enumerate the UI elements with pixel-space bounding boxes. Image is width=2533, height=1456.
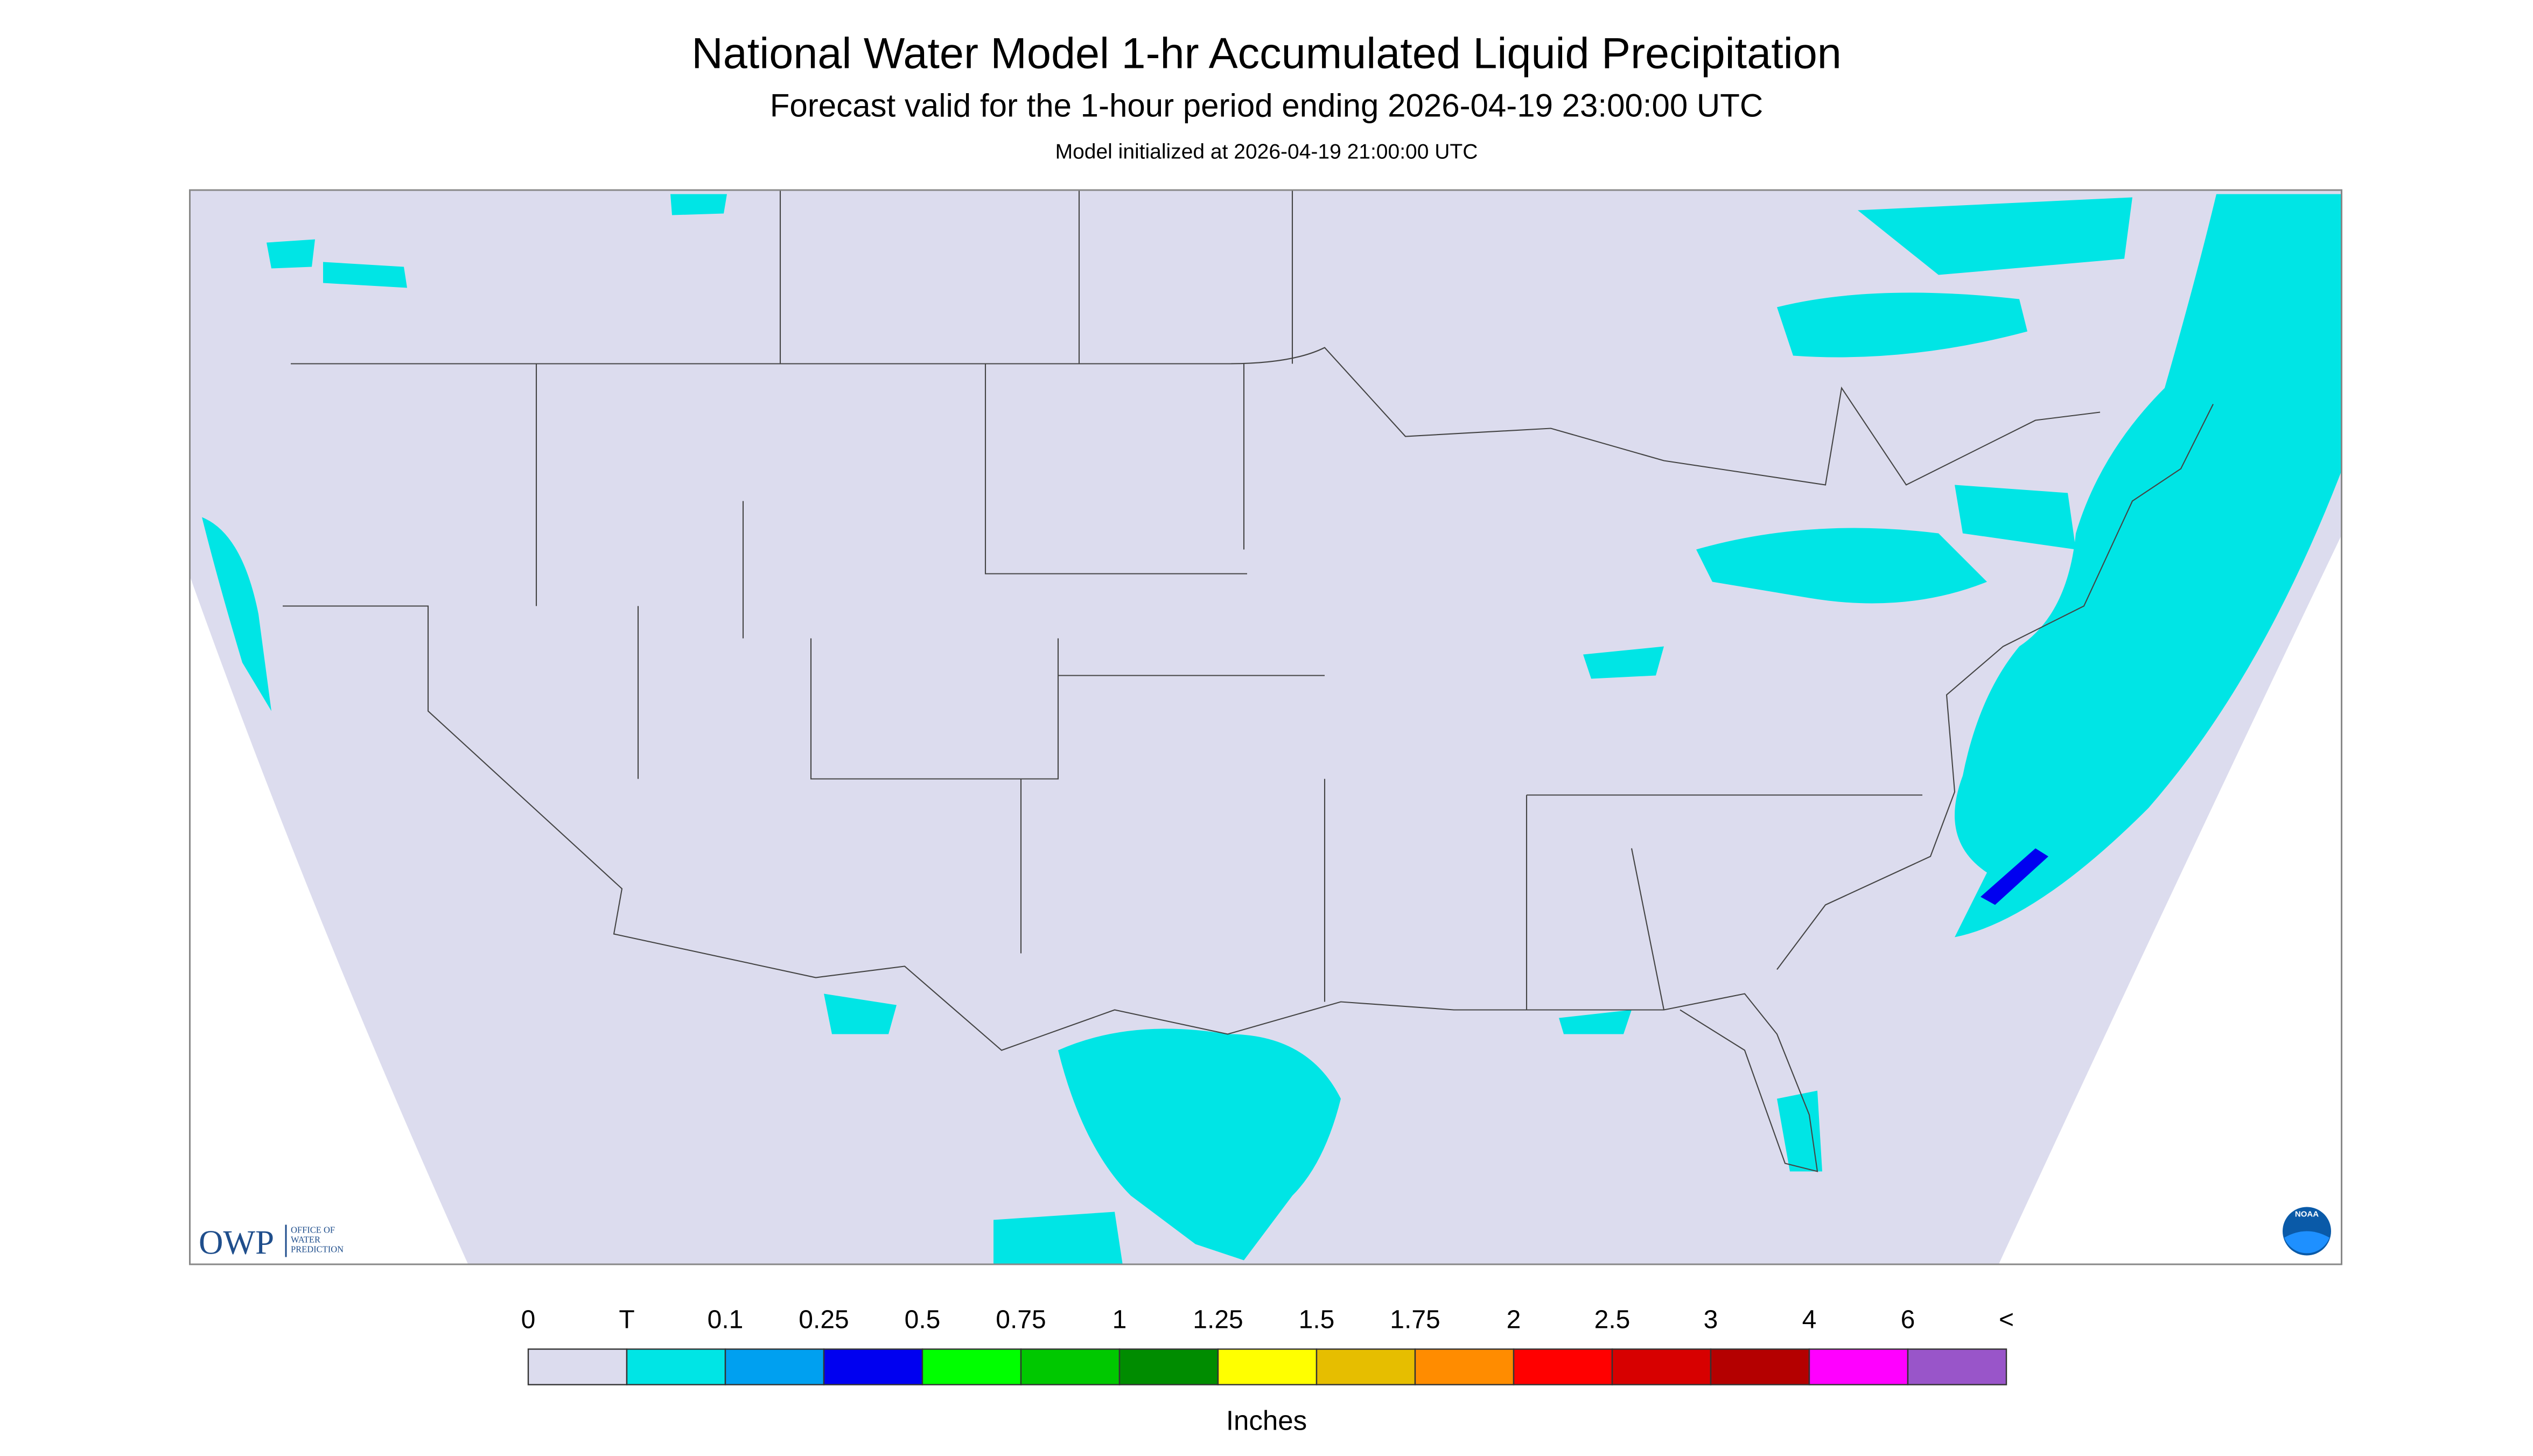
legend-label: 1.25 [1193,1306,1243,1334]
legend-swatch [1316,1348,1416,1385]
legend-label: 1.75 [1390,1306,1440,1334]
legend-label: T [619,1306,634,1334]
legend-swatch [724,1348,825,1385]
precip-areas [202,194,2342,1265]
owp-logo: OWP OFFICE OF WATER PREDICTION [199,1224,344,1262]
subtitle: Forecast valid for the 1-hour period end… [770,88,1763,124]
owp-abbr: OWP [199,1224,274,1262]
legend-swatch [527,1348,628,1385]
legend-label: 2 [1507,1306,1521,1334]
map-frame [189,189,2342,1265]
legend-label: 6 [1901,1306,1915,1334]
noaa-text: NOAA [2295,1210,2319,1219]
legend-label: < [1999,1306,2014,1334]
legend-swatch [1020,1348,1121,1385]
noaa-logo: NOAA [2283,1207,2331,1256]
legend: 0 T 0.1 0.25 0.5 0.75 1 1.25 1.5 1.75 2 2.5 3 4 6 < [521,1306,2014,1385]
legend-label: 0.25 [799,1306,849,1334]
precip-heavy [1981,848,2048,905]
legend-swatch [1118,1348,1219,1385]
legend-swatch [1414,1348,1515,1385]
owp-line2: WATER [291,1235,320,1245]
legend-unit: Inches [1226,1405,1307,1436]
legend-swatch [823,1348,923,1385]
legend-label: 1 [1112,1306,1127,1334]
legend-label: 0.5 [905,1306,941,1334]
owp-line3: PREDICTION [291,1244,344,1255]
legend-label: 0.75 [996,1306,1046,1334]
legend-swatch [1513,1348,1613,1385]
legend-label: 0.1 [708,1306,744,1334]
model-domain [189,189,2342,1265]
legend-swatch [1611,1348,1712,1385]
legend-label: 2.5 [1594,1306,1631,1334]
legend-swatch [921,1348,1022,1385]
noaa-wave [2284,1231,2329,1254]
legend-swatch [1710,1348,1810,1385]
owp-line1: OFFICE OF [291,1225,335,1235]
boundaries [283,189,2214,1172]
legend-label: 0 [521,1306,536,1334]
legend-label: 3 [1704,1306,1718,1334]
legend-swatch [1217,1348,1318,1385]
legend-label: 4 [1802,1306,1817,1334]
legend-swatch [626,1348,726,1385]
title: National Water Model 1-hr Accumulated Li… [691,30,1842,78]
legend-swatch [1907,1348,2007,1385]
legend-label: 1.5 [1299,1306,1335,1334]
init-time: Model initialized at 2026-04-19 21:00:00… [1055,141,1478,164]
legend-swatch [1808,1348,1909,1385]
map [189,189,2342,1265]
